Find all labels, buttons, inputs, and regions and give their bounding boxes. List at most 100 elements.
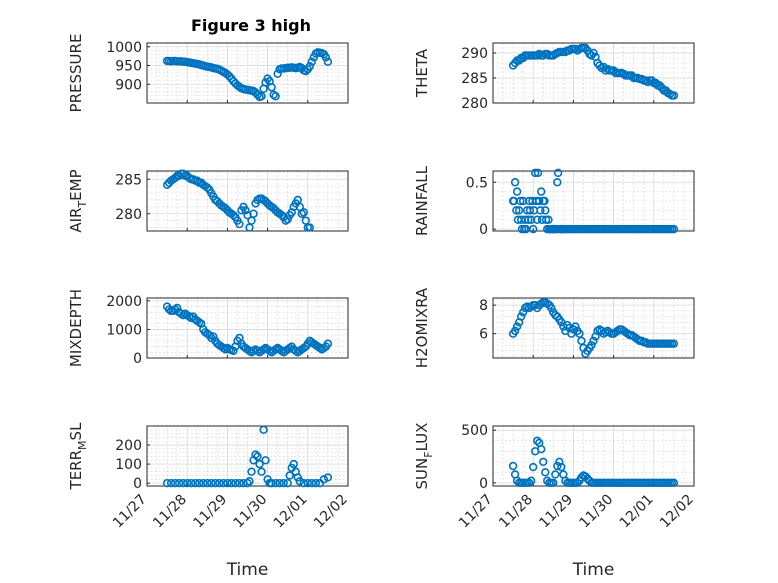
y-tick-label: 100 — [115, 457, 142, 473]
data-point — [321, 53, 331, 62]
data-point — [524, 215, 533, 224]
data-point — [528, 224, 538, 234]
y-tick-label: 285 — [461, 71, 488, 87]
x-tick-label: 11/28 — [496, 492, 536, 532]
y-tick-label: 500 — [461, 423, 488, 439]
x-tick-label: 12/01 — [617, 492, 657, 532]
data-point — [257, 467, 266, 476]
data-point — [229, 346, 238, 356]
data-point — [285, 471, 294, 480]
data-point — [557, 462, 566, 472]
data-point — [533, 168, 543, 178]
data-point — [573, 478, 582, 488]
data-point — [305, 223, 315, 232]
data-point — [577, 336, 586, 346]
data-point — [245, 477, 254, 486]
sun-flux-subplot: 0 500 11/27 11/28 11/29 11/30 12/01 12/02 Time SU… — [413, 423, 697, 580]
data-point — [247, 467, 256, 476]
terr-msl-subplot: 0 100 200 11/27 11/28 11/29 11/30 12/01 12/02 Tim… — [67, 422, 351, 580]
data-point — [267, 478, 276, 488]
data-point — [162, 478, 172, 488]
data-point — [533, 215, 542, 224]
data-point — [170, 478, 180, 488]
data-point — [227, 478, 236, 488]
data-point — [301, 66, 310, 76]
data-point — [259, 425, 268, 435]
y-tick-label: 1000 — [106, 322, 142, 338]
data-point — [589, 48, 598, 58]
data-point — [183, 478, 192, 488]
x-tick-label: 12/02 — [657, 492, 697, 532]
x-tick-label: 11/30 — [231, 492, 271, 532]
data-point — [669, 224, 679, 234]
data-point — [531, 168, 540, 178]
data-point — [323, 473, 333, 482]
data-point — [512, 322, 522, 331]
data-point — [193, 176, 202, 185]
y-tick-label: 0.5 — [466, 175, 488, 191]
data-point — [307, 57, 317, 66]
data-point — [305, 62, 315, 71]
data-point — [255, 459, 264, 469]
data-point — [525, 206, 535, 215]
h2omixra-subplot: 6 8 H2OMIXRA — [413, 287, 695, 368]
x-tick-label: 12/01 — [271, 492, 311, 532]
data-point — [544, 215, 553, 224]
data-point — [289, 459, 298, 469]
y-tick-label: 950 — [115, 59, 142, 75]
x-axis-label: Time — [572, 560, 615, 580]
data-point — [271, 478, 280, 488]
x-tick-label: 11/29 — [190, 492, 230, 532]
y-axis-label: AIRTEMP — [67, 169, 89, 232]
axes-box — [146, 425, 349, 487]
y-tick-label: 0 — [479, 222, 488, 238]
data-point — [512, 206, 521, 215]
data-point — [510, 326, 520, 336]
axes-frame — [492, 170, 695, 232]
air-temp-subplot: 280 285 AIRTEMP — [67, 169, 349, 233]
x-tick-label: 11/29 — [536, 492, 576, 532]
data-point — [536, 206, 545, 215]
data-point — [307, 478, 317, 488]
data-point — [225, 72, 234, 81]
data-point — [170, 173, 180, 183]
data-point — [283, 215, 292, 224]
data-point — [539, 457, 548, 466]
x-tick-label: 11/27 — [456, 492, 496, 532]
y-tick-label: 280 — [115, 207, 142, 223]
y-tick-label: 290 — [461, 46, 488, 62]
data-point — [209, 332, 218, 341]
data-point — [178, 478, 188, 488]
data-point — [223, 478, 232, 488]
y-tick-label: 6 — [479, 327, 488, 343]
data-point — [541, 206, 550, 215]
y-tick-label: 900 — [115, 77, 142, 93]
y-tick-label: 280 — [461, 96, 488, 112]
data-point — [508, 461, 518, 471]
y-tick-label: 1000 — [106, 40, 142, 56]
data-point — [235, 219, 244, 229]
data-point — [199, 478, 208, 488]
data-point — [669, 339, 679, 348]
data-point — [533, 436, 542, 445]
axes-frame — [146, 42, 349, 104]
data-point — [553, 178, 562, 187]
y-axis-label: TERRMSL — [67, 422, 89, 491]
y-axis-label: THETA — [413, 48, 431, 98]
x-tick-label: 12/02 — [311, 492, 351, 532]
data-point — [251, 450, 260, 459]
data-point — [295, 477, 304, 486]
data-point — [235, 478, 244, 488]
data-point — [575, 329, 584, 338]
data-point — [540, 196, 549, 206]
x-tick-label: 11/28 — [150, 492, 190, 532]
x-tick-label: 11/30 — [577, 492, 617, 532]
data-point — [267, 83, 276, 92]
data-point — [323, 339, 333, 348]
axes-box — [492, 425, 695, 487]
rainfall-subplot: 0 0.5 RAINFALL — [413, 165, 695, 238]
data-point — [191, 478, 200, 488]
data-point — [518, 308, 528, 317]
data-point — [279, 478, 288, 488]
